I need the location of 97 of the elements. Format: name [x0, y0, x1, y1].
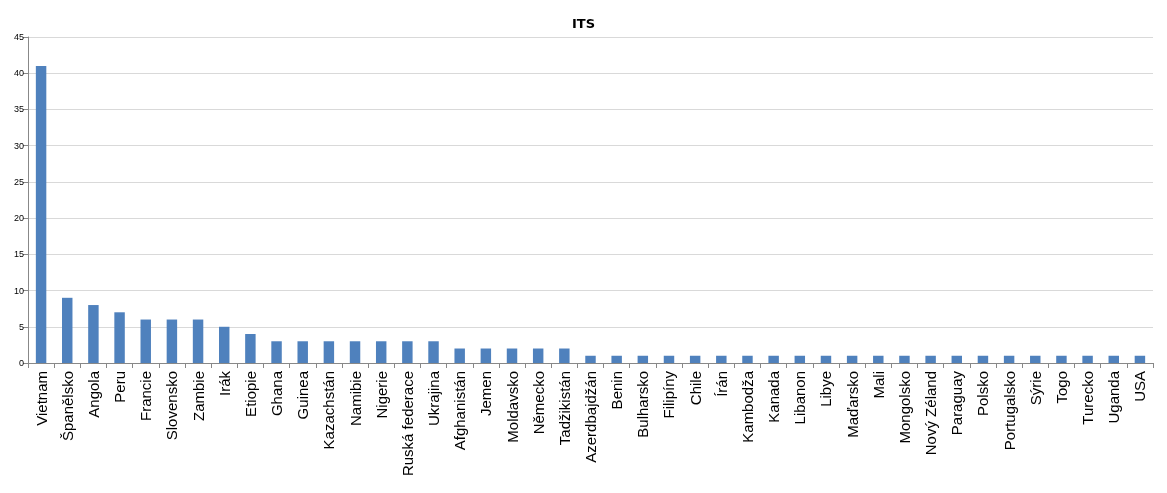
- x-tick-label: Zambie: [189, 371, 207, 422]
- bar: [977, 355, 989, 363]
- x-tick-label: Bulharsko: [634, 371, 652, 438]
- x-tick-label: Togo: [1052, 371, 1070, 404]
- x-tick-label: Kazachstán: [320, 371, 338, 450]
- x-tick-label: Německo: [529, 371, 547, 435]
- x-tick-label: Guinea: [294, 370, 312, 420]
- bar: [611, 355, 622, 363]
- bar: [820, 355, 832, 363]
- bar: [794, 355, 806, 363]
- y-tick-label: 5: [18, 321, 24, 332]
- x-tick-label: Jemen: [477, 371, 495, 417]
- bar: [271, 341, 282, 363]
- x-tick-label: Azerdbajdžán: [582, 371, 599, 463]
- x-tick-label: Paraguay: [948, 370, 966, 436]
- chart-title: ITS: [571, 16, 596, 31]
- y-tick-label: 15: [13, 249, 24, 260]
- x-tick-label: Španělsko: [58, 371, 76, 442]
- x-tick-label: Uganda: [1105, 370, 1123, 424]
- bar: [297, 341, 308, 363]
- x-tick-label: Afghanistán: [451, 371, 469, 451]
- bar: [1030, 355, 1041, 363]
- y-tick-label: 25: [13, 176, 24, 187]
- y-tick-label: 10: [13, 285, 24, 296]
- x-tick-label: Benin: [608, 371, 626, 410]
- y-tick-label: 40: [13, 68, 24, 79]
- bar: [532, 348, 544, 363]
- x-tick-label: Polsko: [974, 371, 992, 417]
- bar: [1082, 355, 1093, 363]
- x-tick-label: Mali: [869, 371, 887, 399]
- x-tick-label: Turecko: [1079, 371, 1097, 425]
- bar: [140, 319, 151, 363]
- x-tick-label: Tadžikistán: [555, 371, 573, 446]
- bar: [873, 355, 884, 363]
- bar: [480, 348, 492, 363]
- bar: [88, 305, 99, 363]
- x-tick-label: Maďarsko: [843, 371, 861, 438]
- bar: [1003, 355, 1015, 363]
- bar: [1108, 355, 1119, 363]
- x-tick-label: Chile: [686, 371, 704, 406]
- y-tick-label: 35: [13, 104, 24, 115]
- x-tick-label: Mongolsko: [895, 371, 913, 444]
- bar: [1134, 355, 1146, 363]
- bar: [166, 319, 178, 363]
- x-tick-label: Namibie: [346, 371, 364, 427]
- y-tick-label: 30: [13, 140, 24, 151]
- bar: [925, 355, 936, 363]
- x-tick-label: Angola: [84, 370, 102, 418]
- y-tick-label: 45: [13, 32, 24, 42]
- x-tick-label: Moldavsko: [503, 371, 521, 443]
- x-tick-label: Vietnam: [32, 371, 50, 426]
- x-tick-label: Nigerie: [372, 371, 390, 419]
- x-tick-label: Irák: [215, 370, 233, 397]
- bar: [506, 348, 518, 363]
- bar: [585, 355, 596, 363]
- bar: [402, 341, 413, 363]
- x-tick-label: Ukrajina: [425, 370, 443, 427]
- x-tick-label: Francie: [137, 371, 155, 422]
- bar: [375, 341, 387, 363]
- bar: [1056, 355, 1067, 363]
- bar: [114, 312, 125, 363]
- bar: [35, 65, 47, 363]
- x-tick-label: Peru: [111, 371, 129, 403]
- x-tick-label: Libanon: [791, 371, 809, 425]
- y-tick-label: 0: [18, 358, 24, 368]
- bar: [663, 355, 675, 363]
- bar: [428, 341, 439, 363]
- bar: [218, 326, 230, 363]
- x-tick-label: Ghana: [268, 370, 286, 417]
- x-tick-label: Etiopie: [241, 371, 259, 417]
- bar: [454, 348, 465, 363]
- bar: [559, 348, 570, 363]
- bar: [62, 297, 73, 363]
- x-tick-label: Portugalsko: [1000, 371, 1018, 451]
- x-tick-label: Slovensko: [163, 371, 181, 441]
- x-tick-label: Libye: [817, 371, 835, 407]
- x-tick-label: USA: [1131, 371, 1149, 402]
- x-tick-label: Ruská federace: [398, 371, 416, 477]
- bar: [716, 355, 727, 363]
- x-tick-label: Írán: [712, 371, 730, 397]
- bar: [899, 355, 910, 363]
- bar: [846, 355, 858, 363]
- bar: [349, 341, 361, 363]
- bar: [689, 355, 701, 363]
- bar: [192, 319, 204, 363]
- bar: [245, 334, 256, 363]
- x-tick-label: Kambodža: [738, 370, 756, 443]
- bar: [742, 355, 753, 363]
- x-tick-label: Nový Zéland: [922, 371, 940, 456]
- y-tick-label: 20: [13, 213, 24, 224]
- x-tick-label: Sýrie: [1026, 371, 1044, 406]
- bar: [768, 355, 779, 363]
- bar: [323, 341, 335, 363]
- bar: [637, 355, 649, 363]
- x-tick-label: Kanada: [765, 370, 783, 423]
- bar: [951, 355, 963, 363]
- x-tick-label: Filipíny: [660, 370, 678, 419]
